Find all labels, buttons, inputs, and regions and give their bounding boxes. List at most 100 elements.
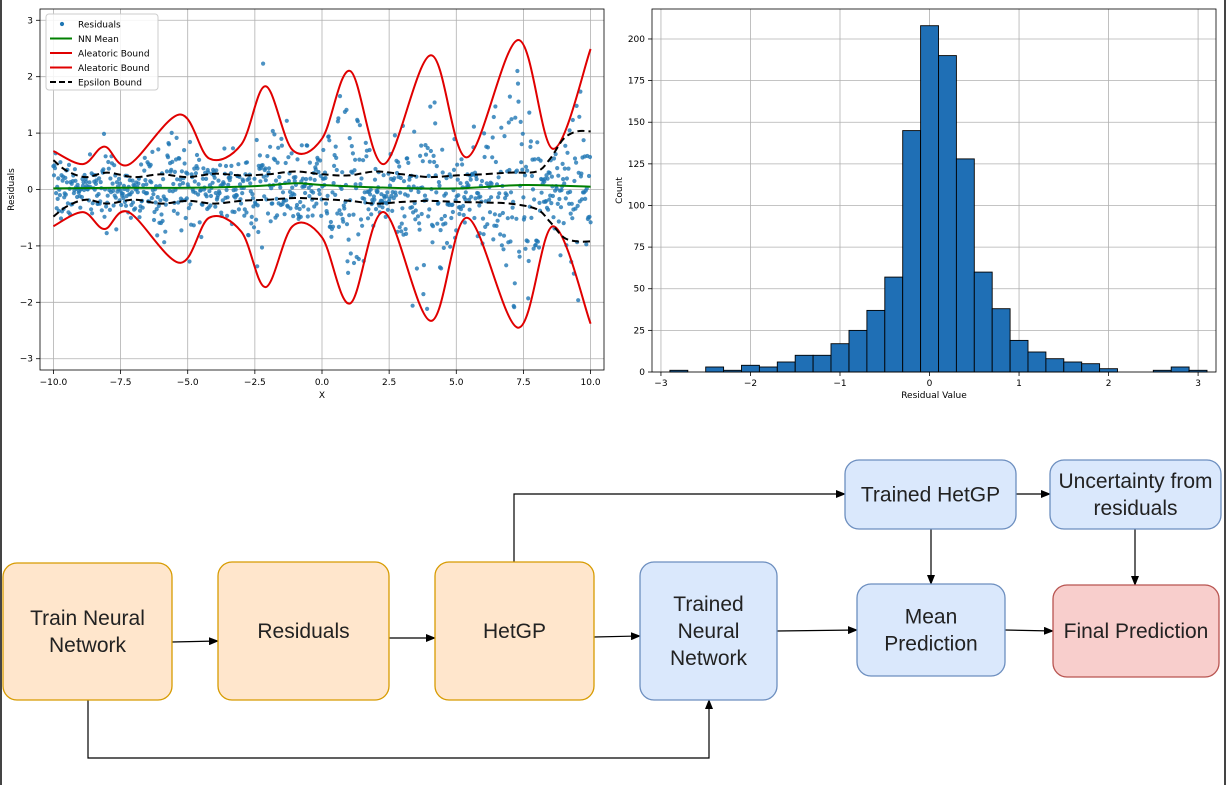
residual-point <box>284 118 289 123</box>
residual-point <box>574 103 579 108</box>
residual-point <box>325 193 330 198</box>
residual-point <box>450 209 455 215</box>
residual-point <box>381 173 386 178</box>
residual-point <box>558 253 563 258</box>
residual-point <box>537 200 542 205</box>
residual-point <box>158 198 163 203</box>
y-axis-label: Residuals <box>7 168 17 211</box>
residual-point <box>331 181 336 186</box>
residual-point <box>514 168 520 173</box>
residual-point <box>250 192 255 197</box>
residual-point <box>225 195 230 200</box>
residual-point <box>90 211 95 216</box>
residual-point <box>518 119 523 124</box>
residual-point <box>356 256 361 262</box>
residual-point <box>504 192 509 198</box>
residual-point <box>497 213 502 218</box>
residual-point <box>406 160 411 165</box>
residual-point <box>216 178 221 183</box>
residual-point <box>233 187 238 192</box>
y-tick-label: 2 <box>27 73 33 83</box>
residual-point <box>438 228 443 233</box>
residual-point <box>332 163 337 168</box>
residual-point <box>259 245 265 250</box>
residual-point <box>270 128 275 134</box>
residual-point <box>87 180 92 185</box>
residual-point <box>476 191 481 196</box>
histogram-bar <box>848 329 868 373</box>
residual-point <box>363 140 368 145</box>
residual-point <box>164 197 169 202</box>
residual-point <box>423 152 429 157</box>
residual-point <box>156 203 161 208</box>
residual-point <box>144 182 149 187</box>
residual-point <box>462 220 467 225</box>
residual-point <box>559 188 564 193</box>
residual-point <box>586 173 592 179</box>
residual-point <box>207 189 212 194</box>
residual-point <box>561 221 566 226</box>
y-tick-label: −2 <box>20 298 33 308</box>
aleatoric-bound-line <box>52 210 592 329</box>
node-final: Final Prediction <box>1052 584 1220 678</box>
residual-point <box>419 211 424 217</box>
residual-point <box>486 198 491 203</box>
residual-point <box>307 160 312 165</box>
node-label: Residuals <box>257 620 349 643</box>
residual-point <box>268 144 273 149</box>
residual-point <box>106 166 111 171</box>
residual-point <box>123 203 129 208</box>
residual-point <box>78 205 83 210</box>
residual-point <box>397 164 402 169</box>
residual-point <box>329 234 334 239</box>
residual-point <box>197 157 202 162</box>
residual-point <box>494 223 499 228</box>
residual-point <box>393 193 398 198</box>
residual-point <box>567 128 572 133</box>
residual-point <box>119 202 124 208</box>
node-box <box>434 561 595 701</box>
residual-point <box>314 201 319 206</box>
residual-point <box>129 190 134 195</box>
residual-point <box>96 192 101 197</box>
residual-point <box>385 190 390 195</box>
residual-point <box>330 190 335 195</box>
residual-point <box>66 162 72 167</box>
residual-point <box>544 173 549 178</box>
residual-point <box>562 181 567 186</box>
x-tick-label: −2 <box>744 379 757 389</box>
residual-point <box>149 196 154 201</box>
histogram-bar <box>866 309 886 373</box>
residual-point <box>430 224 436 229</box>
residual-point <box>555 166 560 171</box>
residual-point <box>58 216 64 221</box>
residual-point <box>515 68 520 74</box>
legend-label: Residuals <box>78 21 121 31</box>
residual-point <box>151 192 156 197</box>
node-label: Trained HetGP <box>861 484 1000 507</box>
residual-point <box>187 259 192 264</box>
residual-point <box>562 166 567 171</box>
residual-point <box>101 167 106 172</box>
residual-point <box>177 156 182 161</box>
residual-point <box>335 211 340 216</box>
residual-point <box>274 196 279 201</box>
residual-point <box>400 206 405 211</box>
residual-point <box>261 61 266 66</box>
residual-point <box>180 181 186 186</box>
residual-point <box>150 149 155 154</box>
residual-point <box>149 180 154 185</box>
residual-point <box>496 195 501 200</box>
residual-point <box>440 170 445 175</box>
residual-point <box>270 201 275 206</box>
residual-point <box>575 203 580 208</box>
y-tick-label: 200 <box>628 35 645 45</box>
x-tick-label: 10.0 <box>581 378 601 388</box>
residual-point <box>466 183 471 188</box>
residual-point <box>273 178 279 183</box>
x-tick-label: 3 <box>1195 379 1201 389</box>
residual-point <box>507 167 512 173</box>
residual-point <box>489 195 494 200</box>
residual-point <box>522 173 528 178</box>
residual-point <box>398 175 403 181</box>
